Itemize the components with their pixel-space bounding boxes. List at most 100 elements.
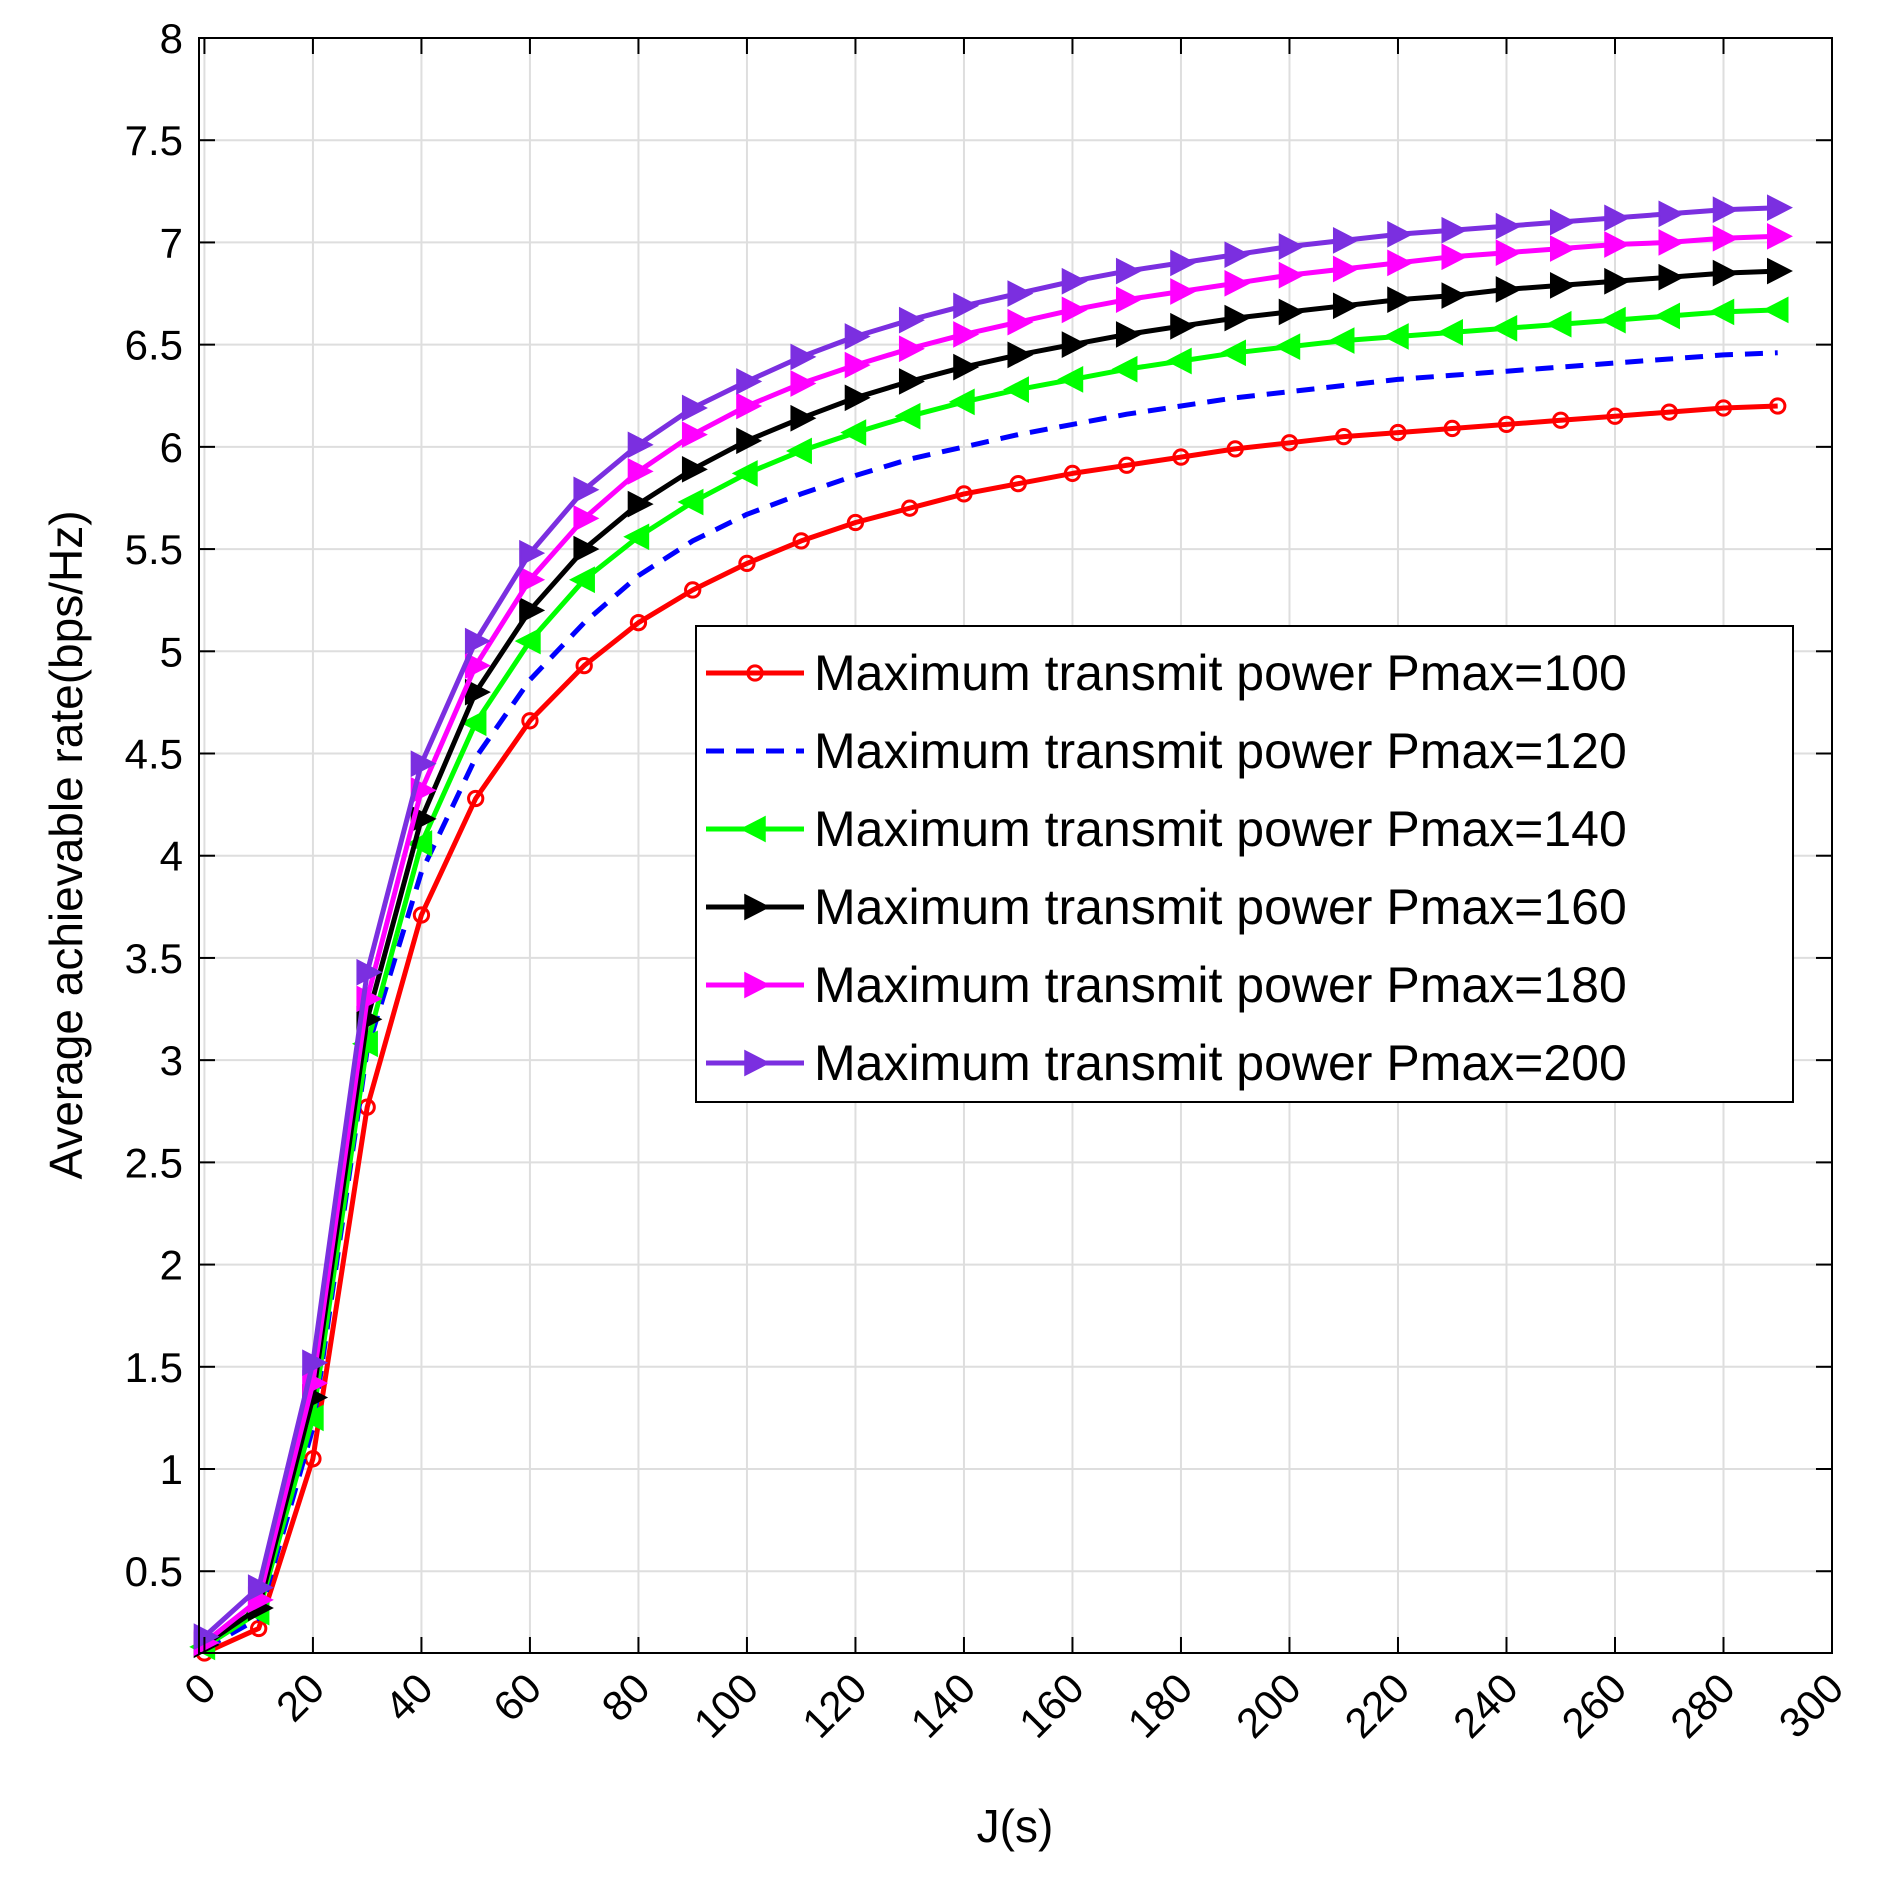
data-point <box>1165 347 1192 375</box>
x-axis-label: J(s) <box>977 1800 1054 1852</box>
y-tick-label: 8 <box>160 15 183 62</box>
legend-label: Maximum transmit power Pmax=200 <box>814 1035 1627 1091</box>
data-point <box>1274 333 1301 361</box>
data-point <box>790 343 817 371</box>
data-point <box>681 394 708 422</box>
data-point <box>1115 321 1142 348</box>
data-point <box>731 460 758 487</box>
data-point <box>955 485 973 503</box>
legend-label: Maximum transmit power Pmax=160 <box>814 879 1627 935</box>
data-point <box>1441 243 1468 271</box>
data-point <box>1063 464 1082 483</box>
data-point <box>1057 366 1084 393</box>
data-point <box>304 1450 322 1468</box>
data-point <box>1712 259 1739 287</box>
data-point <box>790 404 817 432</box>
series-line <box>203 350 1778 1652</box>
y-axis-label: Average achievable rate(bps/Hz) <box>40 510 92 1179</box>
data-point <box>736 427 763 455</box>
data-point <box>1604 267 1631 295</box>
y-tick-label: 1.5 <box>125 1344 183 1391</box>
data-point <box>1170 249 1197 277</box>
data-point <box>790 370 817 397</box>
legend-box <box>695 625 1794 1103</box>
data-point <box>898 368 925 395</box>
data-point <box>1224 304 1251 332</box>
data-point <box>1766 194 1793 222</box>
data-point <box>623 523 650 551</box>
data-point <box>1003 376 1029 403</box>
data-point <box>1007 308 1034 336</box>
data-point <box>1495 212 1522 240</box>
data-point <box>1278 298 1305 326</box>
data-point <box>1549 272 1576 299</box>
data-point <box>681 421 708 448</box>
data-point <box>467 789 485 808</box>
data-point <box>1224 269 1251 297</box>
y-tick-label: 6 <box>160 424 183 471</box>
data-point <box>1280 434 1299 452</box>
data-point <box>1658 229 1685 256</box>
data-point <box>898 306 925 334</box>
data-point <box>1007 280 1034 307</box>
data-point <box>1658 200 1685 228</box>
data-point <box>575 656 593 675</box>
data-point <box>356 958 383 986</box>
data-point <box>1170 312 1197 340</box>
data-point <box>514 627 541 655</box>
data-point <box>1604 204 1631 232</box>
y-tick-label: 2 <box>160 1242 183 1289</box>
data-point <box>250 1619 268 1638</box>
legend-label: Maximum transmit power Pmax=120 <box>814 723 1627 779</box>
data-point <box>1061 296 1088 324</box>
plot-frame <box>198 37 1833 1654</box>
data-point <box>1387 286 1414 314</box>
data-point <box>1714 399 1733 417</box>
data-point <box>1766 222 1793 250</box>
data-point <box>629 614 648 632</box>
data-point <box>1172 448 1190 466</box>
data-point <box>844 323 871 350</box>
data-point <box>1441 282 1468 309</box>
data-point <box>1061 331 1088 358</box>
data-point <box>738 554 756 573</box>
data-point <box>1599 306 1626 334</box>
data-point <box>1766 257 1793 285</box>
data-point <box>1115 257 1142 285</box>
data-point <box>1604 231 1631 258</box>
data-point <box>1387 249 1414 277</box>
data-point <box>1545 310 1572 338</box>
data-point <box>948 388 975 416</box>
data-point <box>1654 302 1680 330</box>
data-point <box>1061 267 1088 295</box>
data-point <box>247 1574 274 1601</box>
data-point <box>1115 286 1142 314</box>
series-1 <box>195 397 1787 1662</box>
data-point <box>302 1349 329 1377</box>
data-point <box>677 488 704 516</box>
series-5 <box>193 222 1793 1657</box>
legend-label: Maximum transmit power Pmax=180 <box>814 957 1627 1013</box>
data-point <box>953 321 980 348</box>
data-point <box>1495 239 1522 266</box>
data-point <box>1660 403 1678 421</box>
legend-item: Maximum transmit power Pmax=160 <box>706 879 1627 935</box>
series-line <box>203 403 1778 1656</box>
y-tick-label: 3.5 <box>125 935 183 982</box>
legend-marker <box>746 664 764 682</box>
data-point <box>1708 298 1735 326</box>
data-point <box>406 830 433 857</box>
data-point <box>1549 235 1576 262</box>
y-tick-label: 0.5 <box>125 1548 183 1595</box>
y-tick-label: 6.5 <box>125 322 183 369</box>
data-point <box>840 419 867 446</box>
series-layer <box>189 194 1793 1662</box>
data-point <box>953 353 980 381</box>
data-point <box>1552 411 1570 429</box>
data-point <box>1009 475 1027 493</box>
data-point <box>736 368 763 395</box>
data-point <box>1278 261 1305 289</box>
legend: Maximum transmit power Pmax=100 Maximum t… <box>695 625 1794 1103</box>
data-point <box>627 431 654 459</box>
